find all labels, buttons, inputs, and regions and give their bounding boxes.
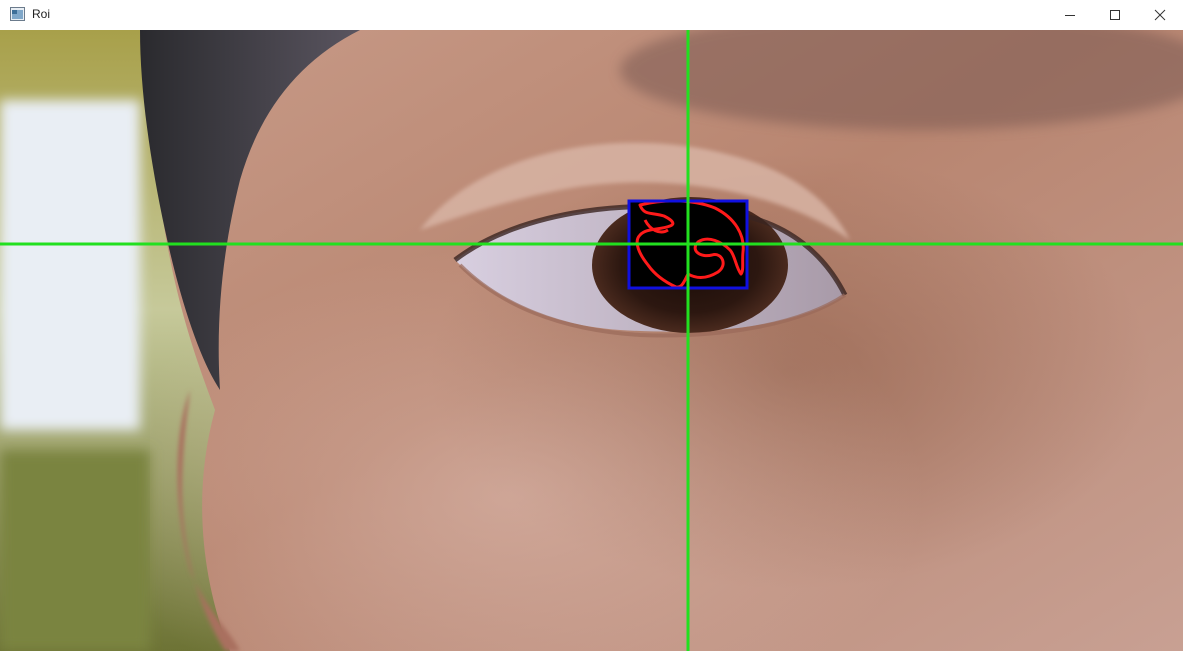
eye-image bbox=[0, 30, 1183, 651]
background-chair bbox=[0, 450, 150, 651]
cheek-highlight bbox=[150, 30, 1183, 651]
upper-eyelid bbox=[420, 142, 850, 240]
maximize-button[interactable] bbox=[1092, 0, 1138, 30]
pupil-contour bbox=[635, 199, 745, 289]
close-icon bbox=[1154, 9, 1166, 21]
minimize-button[interactable] bbox=[1047, 0, 1093, 30]
close-button[interactable] bbox=[1137, 0, 1183, 30]
window-title: Roi bbox=[32, 7, 51, 21]
background-window-light bbox=[0, 100, 140, 430]
app-window-icon bbox=[10, 7, 25, 21]
lower-lid-line bbox=[458, 263, 847, 338]
hair bbox=[140, 30, 360, 390]
pupil-contour-inner bbox=[643, 219, 669, 234]
ear bbox=[177, 390, 240, 651]
maximize-icon bbox=[1110, 10, 1120, 20]
minimize-icon bbox=[1065, 15, 1075, 16]
eyebrow bbox=[620, 30, 1183, 130]
title-bar[interactable]: Roi bbox=[0, 0, 1183, 30]
camera-frame bbox=[0, 30, 1183, 651]
